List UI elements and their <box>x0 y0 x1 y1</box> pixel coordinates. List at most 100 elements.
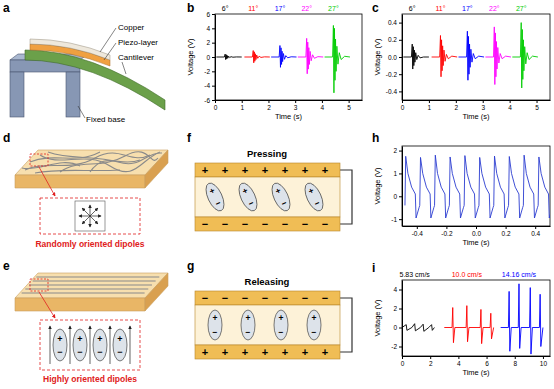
tick-label: 0 <box>401 104 405 111</box>
part-label: Fixed base <box>86 115 126 124</box>
tick-mark <box>483 100 484 103</box>
fixed-base-leg <box>66 72 80 117</box>
series-line <box>459 31 485 80</box>
tick-mark <box>212 100 215 101</box>
tick-label: 3 <box>294 104 298 111</box>
tick-label: 4 <box>508 104 512 111</box>
tick-label: 8 <box>513 360 517 367</box>
series-label: 27° <box>516 5 527 12</box>
tick-mark <box>399 23 402 24</box>
fiber <box>29 284 152 285</box>
fiber <box>60 152 158 172</box>
charge-sign: + <box>117 334 122 344</box>
leader-line <box>122 62 126 74</box>
inset <box>40 198 140 234</box>
tick: 2 <box>429 356 433 367</box>
tick-mark <box>349 100 350 103</box>
charge-sign: − <box>97 347 102 357</box>
tick-label: -0.4 <box>412 230 424 237</box>
series-line <box>216 54 241 59</box>
tick: -0.4 <box>412 226 424 237</box>
diagram-title: Releasing <box>245 276 290 287</box>
charge-sign: + <box>202 346 208 358</box>
y-axis: -2024 <box>391 281 402 357</box>
tick-label: 4 <box>393 286 397 293</box>
tick-label: 1 <box>240 104 244 111</box>
tick: 3 <box>294 100 298 111</box>
panel-letter: b <box>187 1 194 15</box>
wire <box>340 170 352 224</box>
tick-label: 2 <box>455 104 459 111</box>
dipole-group: +− <box>301 180 326 213</box>
tick: 2 <box>393 147 402 154</box>
tick: -2 <box>391 343 402 350</box>
series-label: 6° <box>222 5 229 12</box>
series-group <box>403 23 538 88</box>
series-label: 14.16 cm/s <box>502 271 537 278</box>
tick: 0.0 <box>388 54 402 61</box>
tick-label: 4 <box>457 360 461 367</box>
fiber <box>25 288 148 289</box>
dipole <box>301 180 326 213</box>
electrode <box>195 291 340 305</box>
tick-mark <box>212 71 215 72</box>
tick-label: 1 <box>428 104 432 111</box>
tick: 0 <box>393 193 402 200</box>
charge-sign: − <box>242 292 248 304</box>
charge-sign: − <box>117 347 122 357</box>
y-axis-title: Voltage (V) <box>373 167 382 205</box>
series-label: 5.83 cm/s <box>400 271 431 278</box>
fiber <box>36 276 159 277</box>
dipole <box>93 329 107 361</box>
series-group <box>402 284 543 354</box>
tick: 8 <box>513 356 517 367</box>
series-line <box>444 306 493 344</box>
x-axis: 0 1 2 3 4 5 <box>401 100 551 111</box>
tick-mark <box>399 328 402 329</box>
x-axis: -0.4-0.20.00.20.4 <box>403 226 551 237</box>
dipole <box>208 310 222 340</box>
tick-label: 2 <box>393 147 397 154</box>
dipole-arrow <box>70 326 71 364</box>
dipole <box>241 310 255 340</box>
tick-mark <box>476 226 477 229</box>
tick: 5 <box>535 100 539 111</box>
tick-label: 2 <box>429 360 433 367</box>
diagram-d: Randomly oriented dipoles <box>15 150 168 249</box>
panel-letter: h <box>372 131 379 145</box>
series-line <box>403 44 429 69</box>
dipole <box>113 329 127 361</box>
series-label: 22° <box>301 5 312 12</box>
electrode <box>195 163 340 177</box>
fixed-base-leg <box>10 72 24 117</box>
tick-mark <box>543 356 544 359</box>
dipole-group: +− <box>268 180 293 213</box>
charge-sign: − <box>322 292 328 304</box>
charge-sign: + <box>222 346 228 358</box>
tick-label: -0.2 <box>441 230 453 237</box>
charge-sign: + <box>241 185 250 196</box>
tick: 4 <box>457 356 461 367</box>
tick-label: 3 <box>481 104 485 111</box>
dipole <box>235 180 260 213</box>
series-label: 22° <box>489 5 500 12</box>
series-line <box>501 284 543 354</box>
tick-mark <box>537 100 538 103</box>
charge-sign: − <box>222 292 228 304</box>
y-axis-title: Voltage (V) <box>373 299 382 337</box>
diagram-g: Releasing−+−+−+−+−+−+−++−+−+−+− <box>195 276 352 359</box>
y-axis-title: Voltage (V) <box>373 38 382 76</box>
dipole <box>307 310 321 340</box>
tick-mark <box>399 290 402 291</box>
tick-mark <box>506 226 507 229</box>
tick-label: 6 <box>485 360 489 367</box>
tick-label: -6 <box>204 97 210 104</box>
dipole-arrow <box>90 216 98 224</box>
dipole-group: +− <box>235 180 260 213</box>
electrode <box>195 345 340 359</box>
x-axis: 0246810 <box>401 356 551 367</box>
dipole-arrow <box>50 326 51 364</box>
tick-mark <box>399 173 402 174</box>
series-line <box>271 46 296 68</box>
tick-mark <box>295 100 296 103</box>
